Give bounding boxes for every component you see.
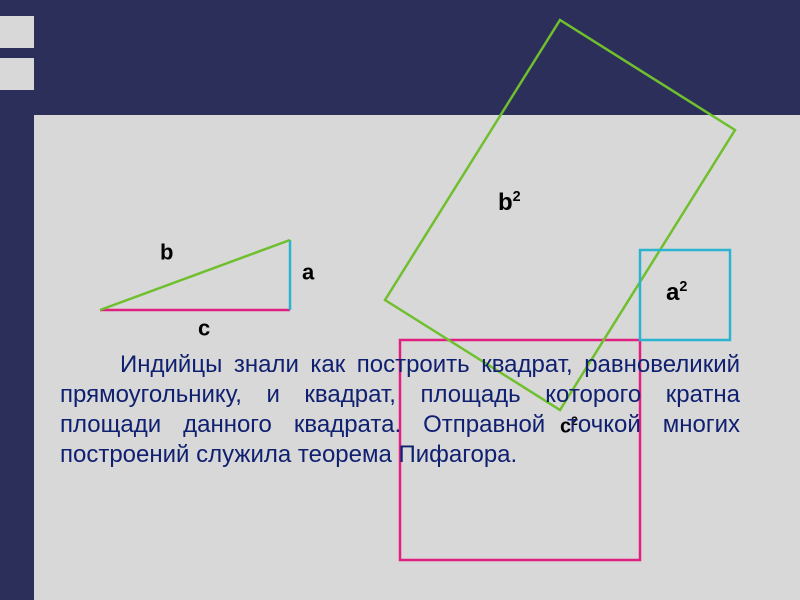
body-paragraph: Индийцы знали как построить квадрат, рав…	[60, 350, 740, 470]
label-c: c	[198, 316, 210, 339]
label-a2: a2	[666, 280, 687, 305]
label-b: b	[160, 240, 173, 263]
stage: b a c b2 a2 c2 Индийцы знали как построи…	[0, 0, 800, 600]
triangle-left	[100, 240, 290, 310]
label-a: a	[302, 260, 314, 283]
label-b2: b2	[498, 190, 521, 215]
